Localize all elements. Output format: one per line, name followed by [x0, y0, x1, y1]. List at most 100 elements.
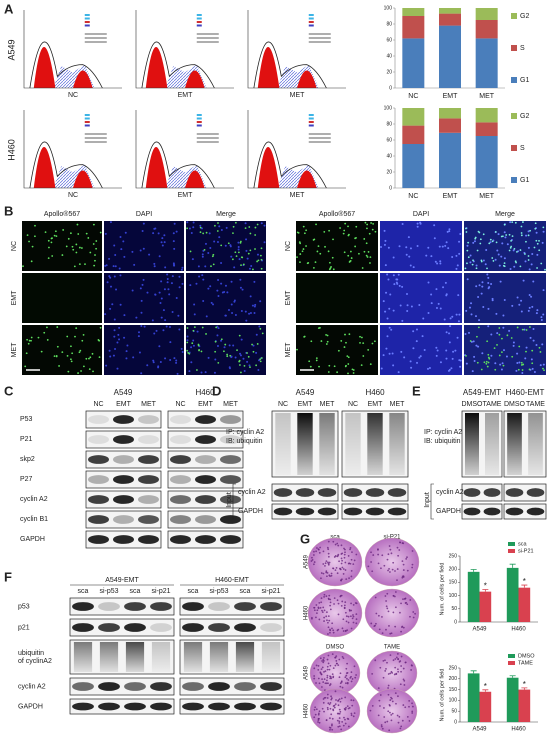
blot-band	[220, 455, 241, 464]
cell-stain	[342, 630, 345, 632]
nucleus	[493, 347, 496, 350]
nucleus	[168, 325, 171, 328]
nucleus	[458, 252, 461, 255]
row-label: EMT	[285, 290, 292, 306]
cell-stain	[383, 716, 386, 718]
cell-stain	[336, 599, 339, 602]
cell-stain	[354, 602, 357, 604]
nucleus	[514, 260, 517, 263]
lane-label: NC	[93, 401, 103, 408]
cell-stain	[388, 567, 390, 570]
cell-stain	[326, 697, 329, 699]
blot-band	[208, 702, 230, 711]
nucleus	[192, 339, 195, 342]
cell-stain	[375, 622, 377, 625]
nucleus	[345, 341, 347, 344]
flow-histogram	[23, 110, 122, 189]
blot-band	[113, 515, 134, 524]
cell-stain	[342, 568, 345, 570]
nucleus	[365, 242, 368, 245]
lane-label: si-p53	[209, 588, 228, 595]
nucleus	[434, 260, 437, 263]
flow-label: EMT	[178, 192, 194, 199]
nucleus	[465, 354, 467, 357]
nucleus	[162, 329, 165, 332]
panel-letter: C	[4, 383, 14, 398]
nucleus	[169, 341, 172, 344]
lane-label: MET	[223, 401, 239, 408]
legend-swatch	[511, 45, 517, 51]
nucleus	[474, 315, 477, 318]
nucleus	[437, 302, 440, 305]
flow-legend-swatch	[308, 117, 314, 120]
nucleus	[299, 261, 301, 264]
nucleus	[142, 222, 145, 225]
panel-letter: A	[4, 1, 14, 16]
nucleus	[521, 369, 524, 371]
nucleus	[315, 359, 318, 362]
nucleus	[216, 230, 219, 232]
nucleus	[240, 264, 242, 266]
micrograph	[296, 325, 378, 375]
nucleus	[92, 243, 95, 245]
nucleus	[511, 355, 514, 358]
cell-stain	[384, 659, 386, 662]
cell-stain	[411, 563, 414, 566]
nucleus	[339, 227, 342, 229]
significance-mark: *	[484, 582, 487, 591]
nucleus	[503, 257, 506, 260]
nucleus	[366, 256, 369, 258]
nucleus	[525, 234, 528, 237]
nucleus	[494, 230, 497, 233]
nucleus	[509, 268, 512, 271]
cell-stain	[346, 682, 349, 685]
nucleus	[482, 306, 485, 309]
bar-segment	[475, 20, 498, 39]
nucleus	[109, 307, 112, 310]
micrograph	[464, 325, 546, 375]
nucleus	[67, 237, 70, 240]
nucleus	[159, 361, 162, 364]
blot-frame	[69, 677, 175, 696]
blot-frame	[85, 510, 162, 529]
cell-stain	[327, 615, 330, 617]
nucleus	[539, 351, 542, 353]
cell-stain	[341, 720, 344, 723]
cell-stain	[372, 554, 375, 556]
blot-band	[124, 702, 146, 711]
cell-stain	[330, 698, 333, 701]
nucleus	[255, 364, 258, 367]
nucleus	[332, 238, 334, 241]
nucleus	[186, 335, 189, 338]
bar	[518, 689, 531, 722]
nucleus	[324, 245, 326, 248]
flow-legend-swatch	[84, 21, 90, 23]
cell-stain	[327, 540, 330, 543]
cell-stain	[399, 541, 401, 544]
nucleus	[132, 356, 135, 359]
nucleus	[188, 352, 191, 355]
nucleus	[88, 357, 90, 360]
cell-stain	[337, 613, 340, 616]
lane-label: EMT	[298, 401, 314, 408]
nucleus	[522, 363, 525, 366]
nucleus	[430, 293, 433, 296]
blot-band	[505, 488, 524, 497]
cell-stain	[338, 708, 341, 711]
cell-stain	[342, 618, 345, 621]
cell-stain	[315, 708, 318, 711]
nucleus	[226, 355, 229, 358]
nucleus	[212, 303, 215, 306]
cell-stain	[344, 548, 346, 551]
flow-legend-swatch	[196, 24, 202, 27]
nucleus	[472, 241, 475, 244]
nucleus	[534, 227, 537, 230]
flow-stat-line	[84, 41, 107, 43]
cell-stain	[371, 570, 374, 573]
blot-band	[208, 602, 230, 611]
nucleus	[303, 232, 306, 235]
nucleus	[108, 257, 111, 260]
flow-legend-swatch	[308, 124, 314, 127]
column-header: Apollo®567	[44, 210, 80, 218]
cell-stain	[329, 575, 331, 578]
